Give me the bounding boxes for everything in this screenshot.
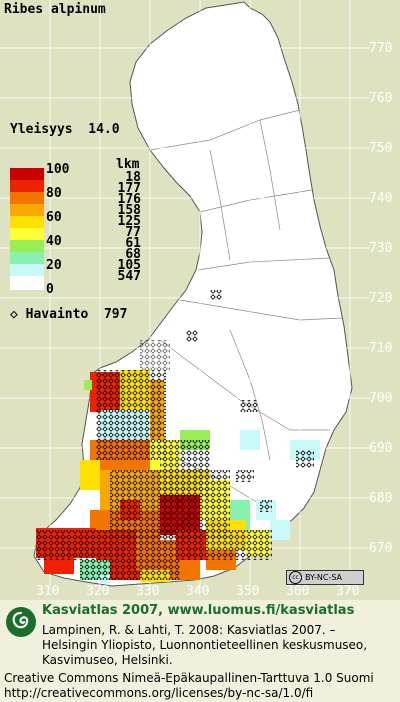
x-tick-320: 320 xyxy=(86,584,110,599)
legend-swatch-0 xyxy=(10,168,44,180)
legend-swatch-1 xyxy=(10,180,44,192)
observation-markers xyxy=(36,290,314,580)
legend-label-40: 40 xyxy=(46,234,62,249)
footer-citation-line2: Helsingin Yliopisto, Luonnontieteellinen… xyxy=(42,638,368,652)
legend-count-5: 77 xyxy=(125,225,141,240)
cc-icon: cc xyxy=(289,571,302,584)
y-tick-720: 720 xyxy=(369,291,393,306)
cc-license-badge: cc BY-NC-SA xyxy=(286,570,364,585)
y-tick-670: 670 xyxy=(369,541,393,556)
legend-label-80: 80 xyxy=(46,186,62,201)
legend-label-0: 0 xyxy=(46,282,54,297)
footer-headline: Kasviatlas 2007, www.luomus.fi/kasviatla… xyxy=(42,603,355,618)
observation-label: Havainto xyxy=(25,307,89,322)
legend-count-1: 177 xyxy=(117,181,141,196)
legend-count-header: lkm xyxy=(116,157,140,172)
legend-swatch-5 xyxy=(10,228,44,240)
y-tick-710: 710 xyxy=(369,341,393,356)
x-tick-340: 340 xyxy=(186,584,210,599)
legend-count-6: 61 xyxy=(125,236,141,251)
license-line1: Creative Commons Nimeä-Epäkaupallinen-Ta… xyxy=(4,671,374,685)
x-tick-310: 310 xyxy=(36,584,60,599)
y-tick-700: 700 xyxy=(369,391,393,406)
y-tick-770: 770 xyxy=(369,41,393,56)
observation-marker-icon: ◇ xyxy=(10,307,18,322)
legend-swatch-2 xyxy=(10,192,44,204)
y-tick-760: 760 xyxy=(369,91,393,106)
finland-map xyxy=(0,0,370,590)
legend-count-9: 547 xyxy=(117,269,141,284)
legend-count-0: 18 xyxy=(125,170,141,185)
map-area: Ribes alpinum Yleisyys 14.0 100 80 60 40… xyxy=(0,0,400,600)
legend-swatch-6 xyxy=(10,240,44,252)
legend-swatch-4 xyxy=(10,216,44,228)
x-tick-350: 350 xyxy=(236,584,260,599)
legend-swatch-7 xyxy=(10,252,44,264)
legend-label-60: 60 xyxy=(46,210,62,225)
legend-count-4: 125 xyxy=(117,214,141,229)
species-title: Ribes alpinum xyxy=(4,2,106,17)
legend-swatch-9 xyxy=(10,276,44,290)
legend-label-20: 20 xyxy=(46,258,62,273)
y-tick-750: 750 xyxy=(369,141,393,156)
legend-color-bar xyxy=(10,168,44,290)
y-tick-730: 730 xyxy=(369,241,393,256)
observation-legend: ◇ Havainto 797 xyxy=(10,307,127,322)
y-tick-690: 690 xyxy=(369,441,393,456)
observation-count: 797 xyxy=(103,307,128,322)
kasviatlas-logo-icon xyxy=(6,607,36,637)
legend-count-8: 105 xyxy=(117,258,141,273)
footer-citation-line3: Kasvimuseo, Helsinki. xyxy=(42,653,173,667)
footer-citation-line1: Lampinen, R. & Lahti, T. 2008: Kasviatla… xyxy=(42,623,336,637)
legend-label-100: 100 xyxy=(46,162,70,177)
frequency-label: Yleisyys 14.0 xyxy=(10,122,120,137)
legend-swatch-3 xyxy=(10,204,44,216)
x-tick-330: 330 xyxy=(136,584,160,599)
y-tick-740: 740 xyxy=(369,191,393,206)
license-url: http://creativecommons.org/licenses/by-n… xyxy=(4,686,314,700)
x-tick-370: 370 xyxy=(336,584,360,599)
x-tick-360: 360 xyxy=(286,584,310,599)
y-tick-680: 680 xyxy=(369,491,393,506)
legend-count-2: 176 xyxy=(117,192,141,207)
frequency-value: 14.0 xyxy=(88,122,120,137)
cc-badge-label: BY-NC-SA xyxy=(305,573,343,582)
legend-count-3: 158 xyxy=(117,203,141,218)
legend-swatch-8 xyxy=(10,264,44,276)
frequency-label-text: Yleisyys xyxy=(10,122,73,137)
legend-count-7: 68 xyxy=(125,247,141,262)
